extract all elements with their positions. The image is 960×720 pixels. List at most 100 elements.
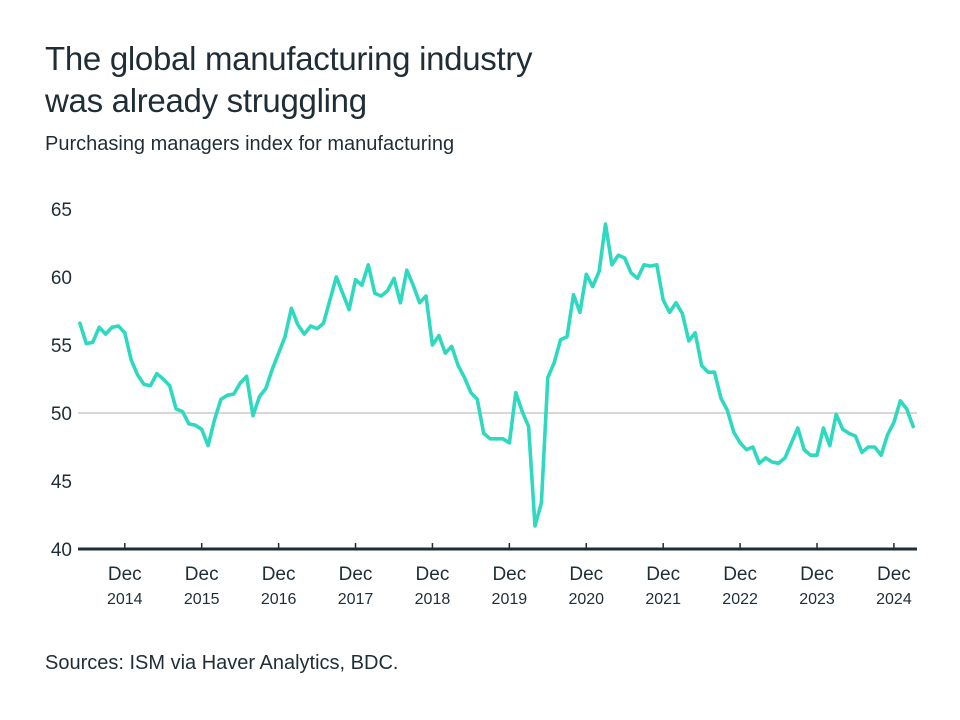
data-point bbox=[899, 399, 902, 402]
data-point bbox=[566, 335, 569, 338]
data-point bbox=[495, 437, 498, 440]
data-point bbox=[828, 444, 831, 447]
data-point bbox=[707, 371, 710, 374]
data-point bbox=[367, 263, 370, 266]
data-point bbox=[700, 364, 703, 367]
x-tick-label-month: Dec bbox=[416, 564, 450, 585]
data-point bbox=[873, 446, 876, 449]
chart-title: The global manufacturing industry was al… bbox=[45, 38, 533, 122]
data-point bbox=[835, 413, 838, 416]
data-point bbox=[912, 425, 915, 428]
x-tick-label-month: Dec bbox=[569, 564, 603, 585]
data-point bbox=[854, 435, 857, 438]
data-point bbox=[444, 352, 447, 355]
series-layer bbox=[78, 222, 916, 528]
data-point bbox=[380, 295, 383, 298]
data-point bbox=[559, 338, 562, 341]
data-point bbox=[848, 432, 851, 435]
x-tick-label-month: Dec bbox=[877, 564, 911, 585]
data-point bbox=[739, 441, 742, 444]
chart-title-line-2: was already struggling bbox=[45, 82, 367, 119]
data-point bbox=[187, 422, 190, 425]
data-point bbox=[437, 334, 440, 337]
data-point bbox=[687, 339, 690, 342]
data-point bbox=[655, 263, 658, 266]
data-point bbox=[457, 364, 460, 367]
data-point bbox=[463, 376, 466, 379]
data-point bbox=[405, 269, 408, 272]
x-tick-label-month: Dec bbox=[108, 564, 142, 585]
data-point bbox=[271, 368, 274, 371]
data-point bbox=[880, 454, 883, 457]
data-point bbox=[136, 373, 139, 376]
data-point bbox=[168, 384, 171, 387]
data-point bbox=[905, 407, 908, 410]
data-point bbox=[284, 335, 287, 338]
data-point bbox=[860, 451, 863, 454]
data-point bbox=[111, 326, 114, 329]
data-point bbox=[886, 433, 889, 436]
data-point bbox=[598, 270, 601, 273]
data-point bbox=[104, 333, 107, 336]
x-tick-label-year: 2020 bbox=[568, 591, 604, 608]
data-point bbox=[841, 428, 844, 431]
data-point bbox=[501, 437, 504, 440]
x-tick-label-year: 2016 bbox=[261, 591, 297, 608]
data-point bbox=[181, 410, 184, 413]
data-point bbox=[239, 382, 242, 385]
data-point bbox=[553, 361, 556, 364]
data-point bbox=[316, 327, 319, 330]
data-point bbox=[784, 456, 787, 459]
x-tick-label-year: 2018 bbox=[415, 591, 451, 608]
y-tick-label: 60 bbox=[51, 268, 72, 289]
y-tick-label: 45 bbox=[51, 472, 72, 493]
x-tick-label-month: Dec bbox=[339, 564, 373, 585]
data-point bbox=[777, 462, 780, 465]
data-point bbox=[534, 524, 537, 527]
data-point bbox=[245, 375, 248, 378]
data-point bbox=[514, 391, 517, 394]
data-point bbox=[803, 448, 806, 451]
data-point bbox=[662, 299, 665, 302]
data-point bbox=[117, 325, 120, 328]
data-point bbox=[867, 446, 870, 449]
data-point bbox=[98, 326, 101, 329]
data-point bbox=[489, 437, 492, 440]
data-point bbox=[341, 292, 344, 295]
data-point bbox=[585, 273, 588, 276]
data-point bbox=[610, 263, 613, 266]
data-point bbox=[892, 421, 895, 424]
data-point bbox=[604, 223, 607, 226]
data-point bbox=[630, 271, 633, 274]
data-point bbox=[162, 378, 165, 381]
chart-subtitle: Purchasing managers index for manufactur… bbox=[45, 133, 455, 155]
data-point bbox=[796, 427, 799, 430]
data-point bbox=[207, 444, 210, 447]
y-tick-label: 40 bbox=[51, 540, 72, 561]
x-tick-label-month: Dec bbox=[646, 564, 680, 585]
data-point bbox=[328, 299, 331, 302]
data-point bbox=[354, 278, 357, 281]
data-point bbox=[258, 395, 261, 398]
data-point bbox=[751, 446, 754, 449]
data-point bbox=[675, 301, 678, 304]
x-tick-label-year: 2019 bbox=[492, 591, 528, 608]
data-point bbox=[476, 398, 479, 401]
data-point bbox=[322, 322, 325, 325]
data-point bbox=[527, 425, 530, 428]
chart-title-line-1: The global manufacturing industry bbox=[45, 40, 533, 77]
data-point bbox=[200, 428, 203, 431]
data-point bbox=[85, 342, 88, 345]
data-point bbox=[578, 311, 581, 314]
data-point bbox=[643, 263, 646, 266]
data-point bbox=[546, 376, 549, 379]
data-point bbox=[450, 345, 453, 348]
data-point bbox=[232, 393, 235, 396]
data-point bbox=[822, 427, 825, 430]
data-point bbox=[303, 333, 306, 336]
source-note: Sources: ISM via Haver Analytics, BDC. bbox=[45, 652, 399, 674]
data-point bbox=[412, 284, 415, 287]
data-point bbox=[213, 418, 216, 421]
data-point bbox=[790, 441, 793, 444]
data-point bbox=[540, 501, 543, 504]
